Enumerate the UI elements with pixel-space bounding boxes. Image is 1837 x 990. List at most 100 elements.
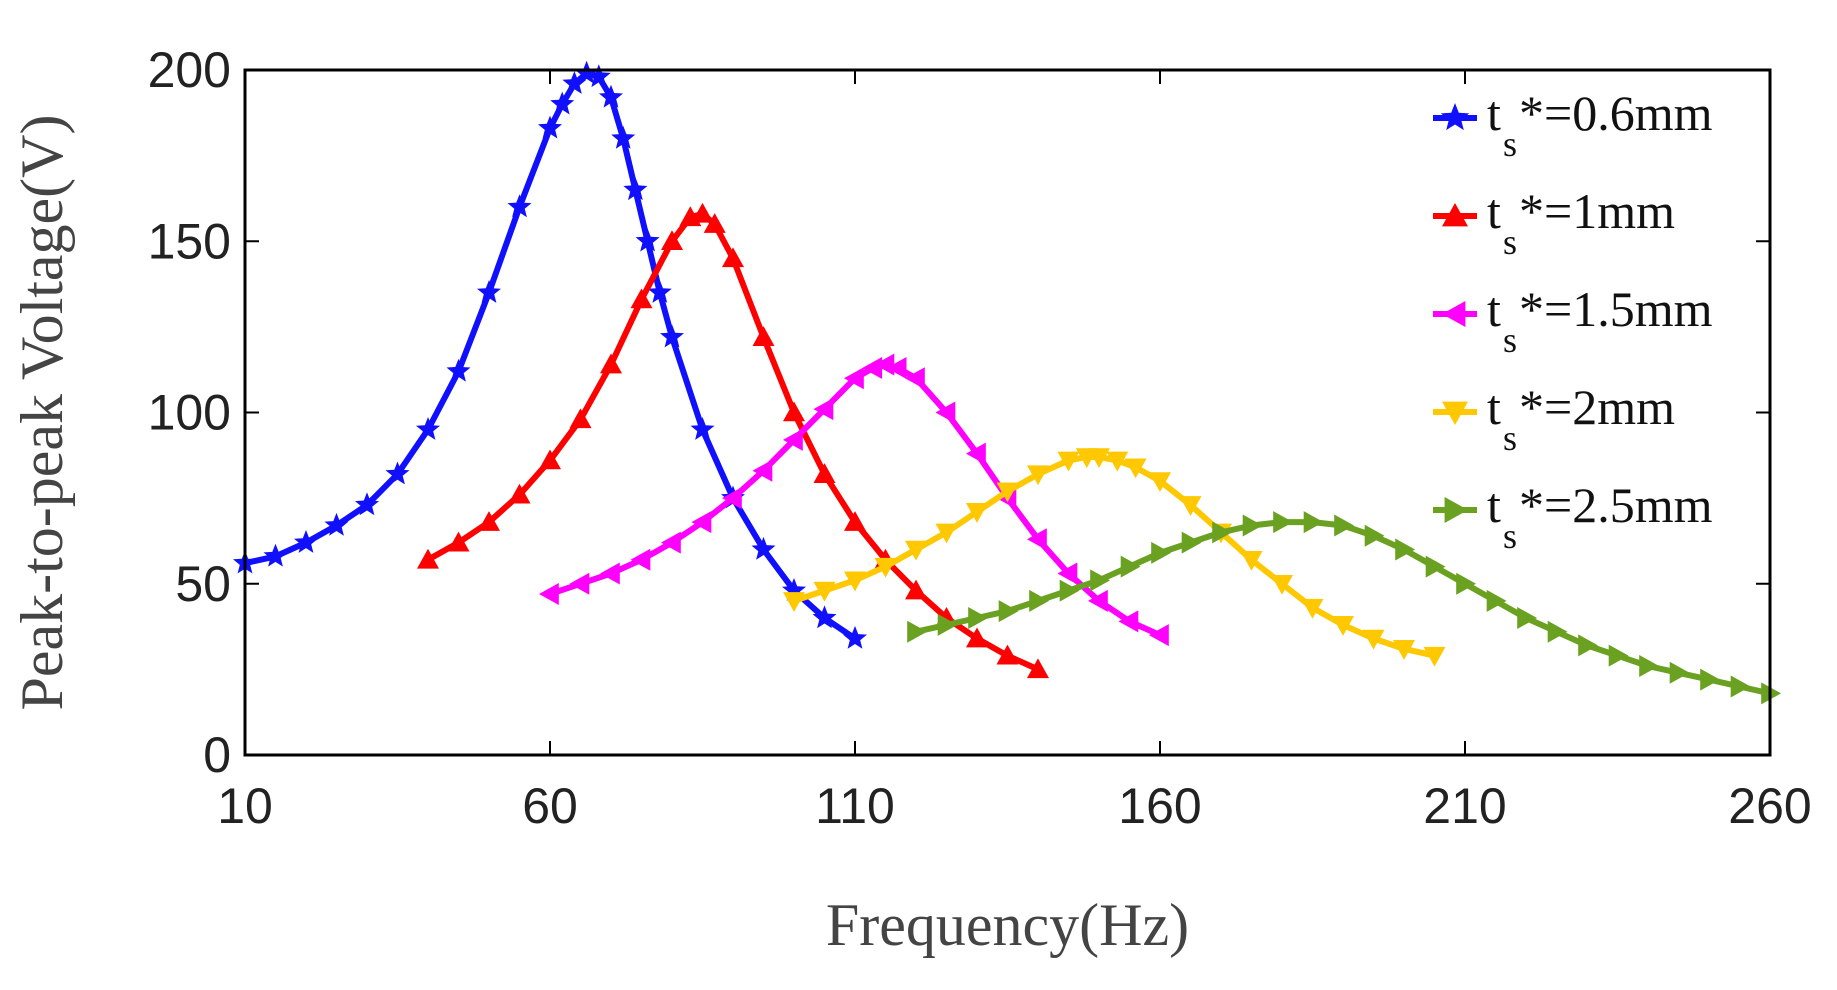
data-point bbox=[1700, 668, 1720, 691]
data-point bbox=[1578, 634, 1598, 657]
data-point bbox=[874, 557, 897, 578]
data-point bbox=[1029, 589, 1049, 612]
data-point bbox=[630, 548, 651, 571]
legend-swatch-marker bbox=[1440, 103, 1470, 131]
legend-label-main: t bbox=[1487, 85, 1501, 141]
data-point bbox=[417, 548, 439, 569]
data-point bbox=[905, 367, 925, 390]
data-point bbox=[539, 583, 559, 606]
data-point bbox=[1088, 448, 1110, 469]
data-point bbox=[1057, 451, 1080, 472]
y-tick-label: 150 bbox=[148, 213, 231, 269]
series-3 bbox=[783, 448, 1446, 667]
legend-item: ts*=2.5mm bbox=[1433, 477, 1713, 556]
data-point bbox=[1271, 574, 1293, 595]
data-point bbox=[1362, 629, 1385, 650]
data-point bbox=[416, 417, 440, 440]
legend-label-main: t bbox=[1487, 477, 1501, 533]
series-4 bbox=[907, 511, 1781, 705]
data-point bbox=[1118, 610, 1139, 633]
data-point bbox=[751, 536, 776, 560]
data-point bbox=[722, 487, 742, 510]
data-point bbox=[998, 600, 1019, 623]
data-point bbox=[661, 531, 681, 554]
data-point bbox=[660, 324, 684, 348]
x-tick-label: 110 bbox=[815, 778, 895, 834]
data-point bbox=[1301, 598, 1324, 619]
series-2 bbox=[539, 353, 1169, 647]
data-point bbox=[844, 367, 864, 390]
series-layer bbox=[233, 60, 1781, 705]
data-point bbox=[1393, 640, 1415, 660]
legend-item: ts*=2mm bbox=[1433, 379, 1675, 458]
data-point bbox=[703, 213, 726, 233]
data-point bbox=[752, 459, 773, 482]
legend-label-rest: *=2mm bbox=[1519, 379, 1675, 435]
data-point bbox=[1120, 555, 1141, 578]
data-point bbox=[1730, 675, 1751, 698]
data-point bbox=[783, 401, 805, 422]
data-point bbox=[446, 358, 471, 382]
data-point bbox=[1212, 521, 1232, 544]
data-point bbox=[600, 353, 622, 374]
legend-label-rest: *=1mm bbox=[1519, 183, 1675, 239]
data-point bbox=[935, 523, 958, 544]
data-point bbox=[996, 482, 1019, 503]
data-point bbox=[1059, 579, 1080, 602]
data-point bbox=[1240, 550, 1263, 571]
data-point bbox=[1332, 616, 1354, 636]
data-point bbox=[569, 572, 590, 595]
legend-label-sub: s bbox=[1503, 418, 1517, 458]
data-point bbox=[1364, 524, 1385, 547]
series-1 bbox=[417, 202, 1049, 679]
data-point bbox=[1395, 538, 1415, 561]
data-point bbox=[937, 613, 958, 636]
data-point bbox=[630, 288, 653, 309]
data-point bbox=[966, 627, 988, 648]
data-point bbox=[1106, 451, 1129, 472]
data-point bbox=[1027, 658, 1049, 679]
data-point bbox=[1423, 646, 1446, 667]
data-point bbox=[635, 228, 660, 252]
legend: ts*=0.6mmts*=1mmts*=1.5mmts*=2mmts*=2.5m… bbox=[1433, 85, 1713, 556]
axis-ticks: 10 60 110 160 210 260 0 50 100 150 200 bbox=[148, 42, 1812, 834]
data-point bbox=[1179, 496, 1202, 516]
data-point bbox=[263, 543, 288, 567]
legend-swatch-marker bbox=[1444, 497, 1468, 523]
data-point bbox=[1057, 562, 1078, 585]
data-point bbox=[1334, 514, 1354, 537]
data-point bbox=[324, 512, 349, 536]
data-point bbox=[907, 620, 927, 643]
x-tick-label: 160 bbox=[1118, 778, 1201, 834]
legend-label-main: t bbox=[1487, 183, 1501, 239]
data-point bbox=[1149, 472, 1171, 492]
data-point bbox=[550, 91, 575, 115]
legend-label-sub: s bbox=[1503, 516, 1517, 556]
x-tick-label: 10 bbox=[217, 778, 273, 834]
data-point bbox=[862, 356, 883, 379]
legend-item: ts*=0.6mm bbox=[1433, 85, 1713, 164]
data-point bbox=[782, 578, 806, 601]
y-tick-label: 50 bbox=[175, 556, 231, 612]
y-axis-title: Peak-to-peak Voltage(V) bbox=[9, 115, 75, 711]
data-point bbox=[507, 194, 532, 218]
data-point bbox=[447, 531, 470, 552]
legend-label-rest: *=0.6mm bbox=[1519, 85, 1713, 141]
data-point bbox=[600, 562, 620, 585]
data-point bbox=[844, 511, 866, 531]
data-point bbox=[813, 463, 836, 483]
x-tick-label: 210 bbox=[1423, 778, 1506, 834]
data-point bbox=[1181, 531, 1202, 554]
legend-label-main: t bbox=[1487, 281, 1501, 337]
data-point bbox=[722, 247, 744, 268]
y-tick-label: 100 bbox=[148, 385, 231, 441]
data-point bbox=[783, 592, 805, 612]
legend-label-rest: *=1.5mm bbox=[1519, 281, 1713, 337]
data-point bbox=[1124, 458, 1147, 479]
data-point bbox=[691, 511, 712, 534]
data-point bbox=[1027, 528, 1047, 551]
data-point bbox=[1027, 465, 1049, 486]
data-point bbox=[1608, 644, 1629, 667]
x-axis-title: Frequency(Hz) bbox=[826, 892, 1189, 958]
